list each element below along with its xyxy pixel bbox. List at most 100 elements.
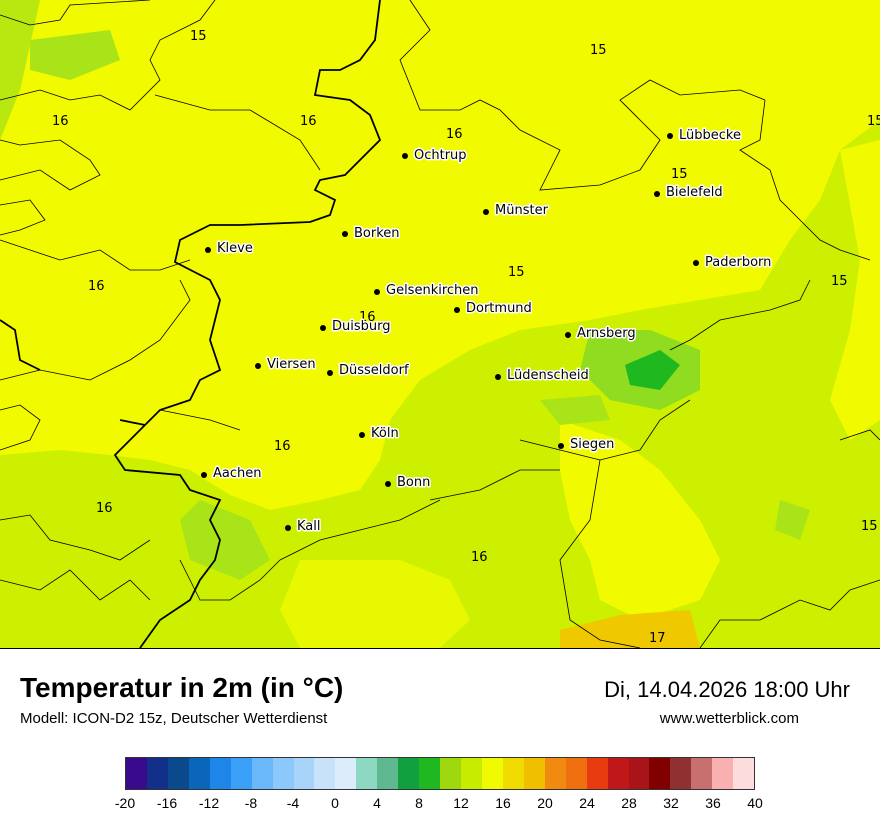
legend-swatch	[481, 758, 503, 789]
isoline-label: 15	[508, 265, 525, 280]
svg-text:Duisburg: Duisburg	[332, 319, 391, 334]
svg-text:Ochtrup: Ochtrup	[414, 148, 467, 163]
isoline-label: 15	[190, 29, 207, 44]
legend-swatch	[146, 758, 168, 789]
city-luebbecke[interactable]: Lübbecke	[667, 127, 742, 145]
cold-patch-sauerland	[625, 350, 680, 390]
isoline-label: 17	[649, 631, 666, 646]
city-koeln[interactable]: Köln	[359, 425, 400, 443]
model-info: Modell: ICON-D2 15z, Deutscher Wetterdie…	[20, 710, 328, 727]
legend-swatch	[272, 758, 294, 789]
legend-ticks: -20 -16 -12 -8 -4 0 4 8 12 16 20 24 28 32 36 40	[0, 795, 880, 815]
city-arnsberg[interactable]: Arnsberg	[565, 325, 637, 343]
city-aachen[interactable]: Aachen	[201, 465, 263, 483]
legend-swatch	[586, 758, 608, 789]
source-link[interactable]: www.wetterblick.com	[659, 710, 799, 727]
legend-tick-label: -20	[114, 795, 136, 811]
city-dortmund[interactable]: Dortmund	[454, 300, 533, 318]
city-luedenscheid[interactable]: Lüdenscheid	[495, 367, 590, 385]
city-muenster[interactable]: Münster	[483, 202, 550, 220]
isoline-label: 16	[88, 279, 105, 294]
temperature-map[interactable]: 15 15 16 16 16 15 15 16 15 15 16 16 15 1…	[0, 0, 880, 649]
svg-text:Lüdenscheid: Lüdenscheid	[507, 368, 589, 383]
legend-tick-label: 8	[415, 795, 423, 811]
isoline-label: 16	[96, 501, 113, 516]
isoline-label: 16	[359, 310, 376, 325]
svg-text:Viersen: Viersen	[267, 357, 316, 372]
warm-region	[0, 0, 880, 510]
legend-tick-label: -4	[286, 795, 300, 811]
chart-title: Temperatur in 2m (in °C)	[20, 672, 344, 703]
legend-swatch	[167, 758, 189, 789]
legend-swatch	[670, 758, 692, 789]
legend-tick-label: 28	[621, 795, 637, 811]
warm-region-east	[560, 420, 720, 620]
warm-region-south	[280, 560, 470, 648]
cool-patch-siegerland	[540, 395, 610, 425]
legend-swatch	[502, 758, 524, 789]
national-borders	[0, 0, 382, 648]
isoline-label: 15	[861, 519, 878, 534]
legend-swatch	[335, 758, 357, 789]
city-siegen[interactable]: Siegen	[558, 436, 616, 454]
cool-patch-eifel	[180, 500, 270, 580]
svg-text:Siegen: Siegen	[570, 437, 614, 452]
cool-patch-north	[30, 30, 120, 80]
color-legend	[125, 757, 755, 790]
svg-text:Borken: Borken	[354, 226, 400, 241]
legend-swatch	[523, 758, 545, 789]
svg-text:Bielefeld: Bielefeld	[666, 185, 723, 200]
svg-text:Düsseldorf: Düsseldorf	[339, 363, 409, 378]
city-borken[interactable]: Borken	[342, 225, 401, 243]
city-kall[interactable]: Kall	[285, 518, 322, 536]
legend-tick-label: 20	[537, 795, 553, 811]
svg-text:Kleve: Kleve	[217, 241, 253, 256]
legend-tick-label: -16	[156, 795, 178, 811]
city-gelsenkirchen[interactable]: Gelsenkirchen	[374, 282, 480, 300]
legend-tick-label: 4	[373, 795, 381, 811]
svg-text:Dortmund: Dortmund	[466, 301, 532, 316]
isoline-label: 15	[831, 274, 848, 289]
warm-region-far-east	[830, 140, 880, 440]
svg-text:Gelsenkirchen: Gelsenkirchen	[386, 283, 479, 298]
legend-tick-label: 36	[705, 795, 721, 811]
city-paderborn[interactable]: Paderborn	[693, 254, 773, 272]
legend-swatch	[356, 758, 378, 789]
legend-tick-label: 40	[747, 795, 763, 811]
legend-swatch	[314, 758, 336, 789]
svg-text:Arnsberg: Arnsberg	[577, 326, 636, 341]
legend-swatch	[565, 758, 587, 789]
isoline-label: 16	[446, 127, 463, 142]
legend-swatch	[461, 758, 482, 789]
city-duesseldorf[interactable]: Düsseldorf	[327, 362, 410, 380]
isoline-label: 16	[52, 114, 69, 129]
isoline-label: 16	[274, 439, 291, 454]
svg-text:Kall: Kall	[297, 519, 321, 534]
legend-swatch	[733, 758, 755, 789]
city-bonn[interactable]: Bonn	[385, 474, 432, 492]
city-bielefeld[interactable]: Bielefeld	[654, 184, 724, 202]
svg-text:Bonn: Bonn	[397, 475, 430, 490]
legend-tick-label: 12	[453, 795, 469, 811]
city-duisburg[interactable]: Duisburg	[320, 318, 392, 336]
city-kleve[interactable]: Kleve	[205, 240, 254, 258]
warm-patch-south	[560, 610, 700, 648]
city-ochtrup[interactable]: Ochtrup	[402, 147, 468, 165]
isoline-label: 15	[671, 167, 688, 182]
legend-tick-label: 0	[331, 795, 339, 811]
legend-swatch	[293, 758, 315, 789]
isoline-label: 16	[471, 550, 488, 565]
legend-swatch	[209, 758, 231, 789]
legend-swatch	[691, 758, 713, 789]
svg-text:Köln: Köln	[371, 426, 399, 441]
legend-swatch	[230, 758, 252, 789]
forecast-datetime: Di, 14.04.2026 18:00 Uhr	[604, 677, 850, 702]
admin-borders	[0, 0, 880, 648]
legend-swatch	[126, 758, 147, 789]
legend-swatch	[628, 758, 650, 789]
isoline-labels: 15 15 16 16 16 15 15 16 15 15 16 16 15 1…	[52, 29, 880, 646]
city-viersen[interactable]: Viersen	[255, 356, 317, 374]
legend-swatch	[649, 758, 671, 789]
legend-swatch	[440, 758, 461, 789]
svg-text:Münster: Münster	[495, 203, 549, 218]
